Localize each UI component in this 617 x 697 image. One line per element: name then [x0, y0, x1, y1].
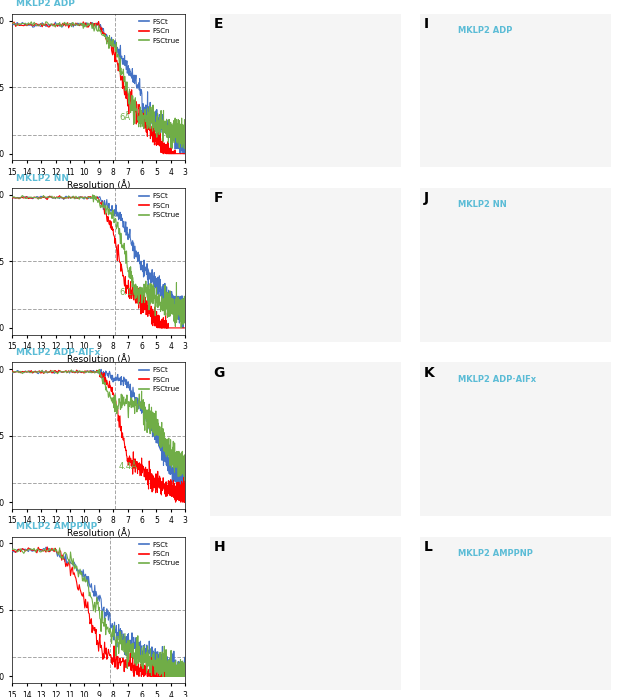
Legend: FSCt, FSCn, FSCtrue: FSCt, FSCn, FSCtrue	[136, 190, 183, 221]
Text: L: L	[423, 539, 433, 553]
Text: 4.4Å: 4.4Å	[119, 462, 138, 471]
Text: MKLP2 ADP·AlFx: MKLP2 ADP·AlFx	[16, 348, 100, 357]
Text: MKLP2 ADP: MKLP2 ADP	[16, 0, 75, 8]
Legend: FSCt, FSCn, FSCtrue: FSCt, FSCn, FSCtrue	[136, 365, 183, 395]
Text: I: I	[423, 17, 429, 31]
Text: MKLP2 NN: MKLP2 NN	[458, 201, 507, 210]
Legend: FSCt, FSCn, FSCtrue: FSCt, FSCn, FSCtrue	[136, 539, 183, 569]
Text: E: E	[213, 17, 223, 31]
Text: MKLP2 AMPPNP: MKLP2 AMPPNP	[458, 549, 532, 558]
Text: MKLP2 ADP: MKLP2 ADP	[458, 26, 512, 36]
Text: MKLP2 NN: MKLP2 NN	[16, 174, 68, 183]
Text: F: F	[213, 191, 223, 205]
Text: 6Å: 6Å	[119, 114, 130, 123]
Legend: FSCt, FSCn, FSCtrue: FSCt, FSCn, FSCtrue	[136, 16, 183, 47]
Text: G: G	[213, 365, 225, 379]
X-axis label: Resolution (Å): Resolution (Å)	[67, 528, 130, 538]
Text: H: H	[213, 539, 225, 553]
Text: J: J	[423, 191, 429, 205]
Text: MKLP2 AMPPNP: MKLP2 AMPPNP	[16, 522, 97, 531]
X-axis label: Resolution (Å): Resolution (Å)	[67, 180, 130, 190]
Text: 8Å: 8Å	[115, 636, 126, 645]
Text: K: K	[423, 365, 434, 379]
X-axis label: Resolution (Å): Resolution (Å)	[67, 354, 130, 364]
Text: MKLP2 ADP·AlFx: MKLP2 ADP·AlFx	[458, 375, 536, 384]
Text: 6.1Å: 6.1Å	[119, 288, 138, 297]
